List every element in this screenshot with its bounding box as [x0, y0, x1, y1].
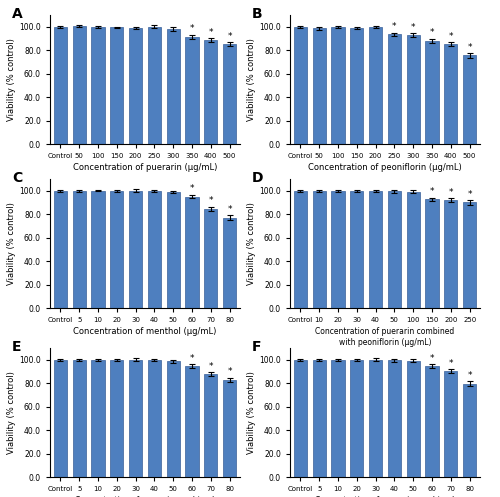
X-axis label: Concentration of peoniflorin (μg/mL): Concentration of peoniflorin (μg/mL) — [308, 164, 462, 172]
Bar — [426, 366, 438, 477]
Bar — [166, 192, 180, 308]
Bar — [72, 360, 86, 477]
Text: *: * — [208, 362, 213, 371]
Bar — [204, 374, 218, 477]
Text: *: * — [190, 354, 194, 363]
Bar — [92, 190, 104, 308]
Text: C: C — [12, 171, 22, 185]
Y-axis label: Viability (% control): Viability (% control) — [248, 371, 256, 454]
Bar — [332, 360, 344, 477]
Text: *: * — [208, 28, 213, 37]
Bar — [388, 34, 401, 144]
Text: *: * — [468, 43, 472, 52]
Bar — [166, 29, 180, 144]
Bar — [406, 361, 420, 477]
Bar — [350, 191, 364, 308]
Bar — [463, 384, 476, 477]
Bar — [223, 380, 236, 477]
Bar — [110, 27, 124, 144]
Text: *: * — [430, 354, 434, 363]
Bar — [186, 196, 198, 308]
Bar — [294, 191, 307, 308]
Bar — [148, 191, 161, 308]
Bar — [54, 360, 67, 477]
Text: *: * — [190, 184, 194, 193]
Text: *: * — [228, 205, 232, 214]
Bar — [312, 360, 326, 477]
Bar — [110, 360, 124, 477]
Bar — [148, 360, 161, 477]
Bar — [186, 37, 198, 144]
Text: *: * — [228, 32, 232, 41]
Bar — [426, 41, 438, 144]
Bar — [223, 44, 236, 144]
Text: F: F — [252, 340, 262, 354]
Bar — [92, 27, 104, 144]
Bar — [388, 360, 401, 477]
Bar — [204, 40, 218, 144]
Text: *: * — [448, 32, 453, 41]
Bar — [369, 191, 382, 308]
Bar — [406, 192, 420, 308]
Text: *: * — [190, 24, 194, 33]
Bar — [166, 361, 180, 477]
Bar — [72, 26, 86, 144]
Bar — [332, 27, 344, 144]
Bar — [463, 56, 476, 144]
Bar — [54, 191, 67, 308]
Bar — [294, 360, 307, 477]
Bar — [186, 366, 198, 477]
Y-axis label: Viability (% control): Viability (% control) — [248, 202, 256, 285]
Text: B: B — [252, 7, 262, 21]
Text: *: * — [411, 22, 416, 32]
Bar — [129, 28, 142, 144]
Y-axis label: Viability (% control): Viability (% control) — [8, 38, 16, 121]
Bar — [129, 191, 142, 308]
Y-axis label: Viability (% control): Viability (% control) — [248, 38, 256, 121]
Bar — [294, 27, 307, 144]
Bar — [312, 191, 326, 308]
Text: *: * — [468, 190, 472, 199]
Bar — [406, 35, 420, 144]
Text: E: E — [12, 340, 22, 354]
Bar — [223, 218, 236, 308]
Bar — [54, 27, 67, 144]
Text: *: * — [228, 367, 232, 376]
Bar — [92, 360, 104, 477]
Bar — [444, 200, 458, 308]
Text: *: * — [430, 187, 434, 196]
Bar — [350, 28, 364, 144]
Text: *: * — [448, 358, 453, 367]
Text: *: * — [468, 371, 472, 380]
Text: A: A — [12, 7, 23, 21]
Bar — [426, 199, 438, 308]
Bar — [129, 360, 142, 477]
Bar — [332, 191, 344, 308]
Bar — [148, 26, 161, 144]
Bar — [444, 371, 458, 477]
Bar — [463, 202, 476, 308]
Bar — [204, 209, 218, 308]
Text: D: D — [252, 171, 264, 185]
Bar — [444, 44, 458, 144]
Bar — [312, 28, 326, 144]
Text: *: * — [392, 22, 396, 31]
Bar — [388, 191, 401, 308]
Bar — [72, 191, 86, 308]
Y-axis label: Viability (% control): Viability (% control) — [8, 202, 16, 285]
Bar — [369, 27, 382, 144]
Text: *: * — [448, 188, 453, 197]
Text: *: * — [208, 196, 213, 205]
Bar — [369, 360, 382, 477]
Y-axis label: Viability (% control): Viability (% control) — [8, 371, 16, 454]
Text: *: * — [430, 28, 434, 37]
Bar — [110, 191, 124, 308]
X-axis label: Concentration of puerarin combined
with peoniflorin (μg/mL)
(puerarin:peoniflori: Concentration of puerarin combined with … — [316, 328, 454, 357]
Bar — [350, 360, 364, 477]
X-axis label: Concentration of puerarin (μg/mL): Concentration of puerarin (μg/mL) — [73, 164, 217, 172]
X-axis label: Concentration of menthol (μg/mL): Concentration of menthol (μg/mL) — [74, 328, 217, 336]
